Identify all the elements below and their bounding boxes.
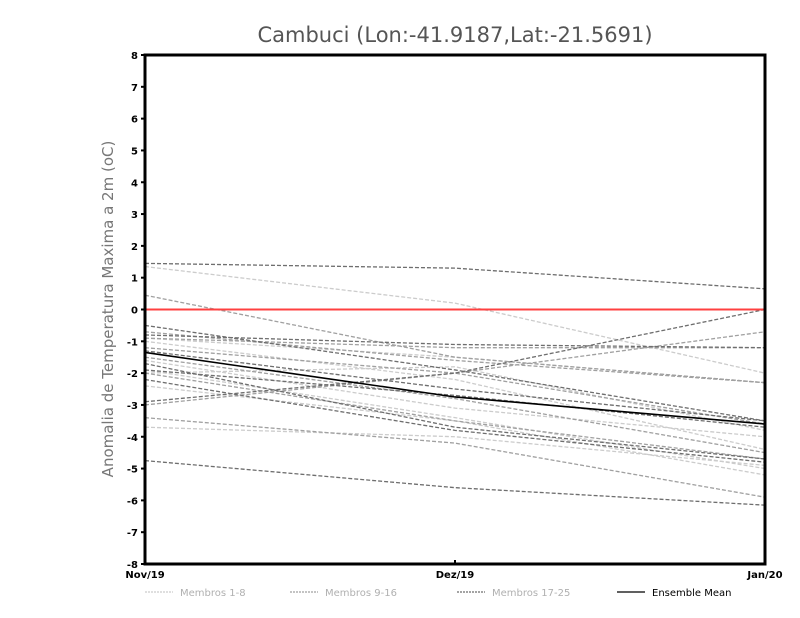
y-tick-label: 1 [131, 274, 138, 285]
y-tick-label: 3 [131, 210, 138, 221]
y-tick-label: -4 [127, 433, 138, 444]
member-line [144, 331, 766, 406]
member-line [144, 362, 766, 460]
y-tick-label: -2 [127, 369, 138, 380]
member-line [144, 347, 766, 425]
y-tick-label: 2 [131, 242, 138, 253]
y-tick-label: -6 [127, 496, 138, 507]
y-tick-label: 4 [131, 178, 138, 189]
legend-label: Membros 17-25 [492, 588, 570, 599]
member-line [144, 265, 766, 374]
legend-label: Membros 1-8 [180, 588, 246, 599]
y-tick-label: 5 [131, 146, 138, 157]
y-tick-label: -7 [127, 528, 138, 539]
member-line [144, 372, 766, 460]
member-line [144, 359, 766, 438]
y-axis-label: Anomalia de Temperatura Maxima a 2m (oC) [99, 141, 117, 478]
member-line [144, 417, 766, 498]
member-line [144, 334, 766, 349]
y-tick-label: -1 [127, 337, 138, 348]
member-line [144, 308, 766, 403]
member-line [144, 378, 766, 463]
y-tick-label: -5 [127, 465, 138, 476]
member-line [144, 369, 766, 470]
member-line [144, 324, 766, 422]
y-tick-label: 7 [131, 83, 138, 94]
y-tick-label: 6 [131, 115, 138, 126]
member-line [144, 350, 766, 422]
x-tick-label: Jan/20 [746, 570, 782, 581]
chart-title: Cambuci (Lon:-41.9187,Lat:-21.5691) [257, 23, 652, 47]
member-line [144, 262, 766, 290]
member-line [144, 294, 766, 384]
ensemble-mean-line [144, 351, 766, 425]
axes: -8 -7 -6 -5 -4 -3 -2 -1 0 1 2 3 4 5 6 7 8 Nov/19 Dez/19 Jan… [125, 51, 782, 581]
legend-label: Ensemble Mean [652, 588, 731, 599]
y-tick-label: 8 [131, 51, 138, 62]
legend: Membros 1-8 Membros 9-16 Membros 17-25 Ense… [145, 588, 731, 599]
legend-label: Membros 9-16 [325, 588, 397, 599]
member-line [144, 385, 766, 476]
member-line [144, 426, 766, 467]
x-tick-label: Dez/19 [436, 570, 475, 581]
y-tick-label: -3 [127, 401, 138, 412]
series-lines [144, 262, 766, 506]
x-tick-label: Nov/19 [125, 570, 164, 581]
member-line [144, 459, 766, 506]
member-line [144, 340, 766, 451]
member-line [144, 337, 765, 349]
member-line [144, 369, 766, 428]
member-line [144, 356, 766, 454]
y-tick-label: -8 [127, 560, 138, 571]
y-tick-label: 0 [131, 306, 138, 317]
